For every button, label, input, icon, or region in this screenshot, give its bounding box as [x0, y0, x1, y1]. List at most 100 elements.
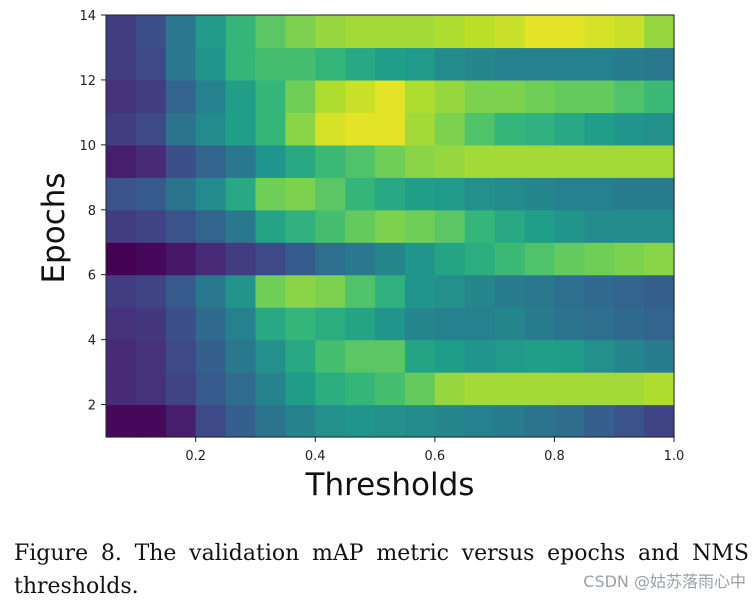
heatmap-cell — [285, 177, 316, 211]
heatmap-cell — [225, 47, 257, 81]
heatmap-cell — [165, 372, 197, 406]
y-tick-label: 12 — [79, 74, 96, 89]
heatmap-cell — [584, 209, 615, 243]
x-tick-label: 0.4 — [305, 449, 326, 464]
heatmap-cell — [106, 112, 137, 146]
heatmap-cell — [135, 144, 167, 178]
heatmap-cell — [404, 339, 436, 373]
heatmap-cell — [375, 177, 406, 211]
heatmap-cell — [285, 372, 316, 406]
heatmap-cell — [255, 177, 286, 211]
heatmap-cell — [255, 79, 286, 113]
heatmap-cell — [315, 79, 346, 113]
heatmap-cell — [644, 177, 675, 211]
heatmap-cell — [554, 209, 585, 243]
heatmap-cell — [464, 15, 496, 49]
heatmap-cell — [404, 177, 436, 211]
heatmap-cell — [345, 307, 376, 341]
heatmap-cell — [464, 242, 496, 276]
heatmap-cell — [255, 15, 286, 49]
heatmap-cell — [225, 242, 257, 276]
heatmap-cell — [644, 15, 675, 49]
heatmap-chart: 0.2 0.4 0.6 0.8 1.0 2 4 6 8 10 12 14 Thresholds Ep… — [36, 9, 685, 503]
heatmap-cell — [135, 112, 167, 146]
heatmap-cell — [584, 15, 615, 49]
heatmap-cell — [285, 79, 316, 113]
heatmap-cell — [524, 404, 556, 438]
heatmap-cell — [345, 47, 376, 81]
heatmap-cell — [375, 274, 406, 308]
heatmap-cell — [195, 47, 227, 81]
heatmap-cell — [614, 242, 645, 276]
heatmap-cell — [195, 339, 227, 373]
heatmap-cell — [404, 242, 436, 276]
heatmap-cell — [494, 47, 526, 81]
heatmap-cell — [554, 242, 585, 276]
heatmap-cell — [106, 242, 137, 276]
heatmap-cell — [195, 112, 227, 146]
heatmap-cell — [315, 339, 346, 373]
heatmap-cell — [494, 112, 526, 146]
heatmap-cell — [434, 404, 466, 438]
heatmap-cell — [165, 112, 197, 146]
heatmap-cell — [225, 177, 257, 211]
x-axis-title: Thresholds — [305, 467, 475, 503]
heatmap-cell — [494, 274, 526, 308]
heatmap-cell — [494, 79, 526, 113]
heatmap-cell — [225, 274, 257, 308]
heatmap-cell — [464, 112, 496, 146]
heatmap-cell — [375, 47, 406, 81]
heatmap-cell — [285, 209, 316, 243]
heatmap-cell — [434, 15, 466, 49]
heatmap-cell — [584, 242, 615, 276]
heatmap-cell — [285, 339, 316, 373]
heatmap-cell — [524, 112, 556, 146]
heatmap-cell — [644, 79, 675, 113]
heatmap-cell — [315, 307, 346, 341]
x-tick-label: 1.0 — [664, 449, 685, 464]
heatmap-cell — [644, 339, 675, 373]
heatmap-cell — [554, 79, 585, 113]
heatmap-cell — [255, 274, 286, 308]
heatmap-cell — [524, 209, 556, 243]
heatmap-cell — [464, 274, 496, 308]
heatmap-cell — [375, 339, 406, 373]
heatmap-cell — [255, 307, 286, 341]
heatmap-cell — [345, 79, 376, 113]
heatmap-cell — [434, 307, 466, 341]
heatmap-cell — [494, 15, 526, 49]
x-tick-label: 0.8 — [544, 449, 565, 464]
heatmap-cell — [375, 144, 406, 178]
heatmap-cell — [165, 242, 197, 276]
heatmap-cell — [225, 339, 257, 373]
heatmap-cell — [255, 144, 286, 178]
heatmap-cell — [584, 307, 615, 341]
heatmap-cell — [404, 15, 436, 49]
heatmap-cell — [464, 372, 496, 406]
heatmap-cell — [165, 47, 197, 81]
heatmap-cell — [584, 144, 615, 178]
heatmap-cell — [464, 177, 496, 211]
heatmap-cell — [584, 47, 615, 81]
heatmap-cell — [106, 404, 137, 438]
heatmap-cell — [434, 177, 466, 211]
heatmap-cell — [375, 242, 406, 276]
heatmap-cell — [614, 144, 645, 178]
heatmap-cell — [614, 209, 645, 243]
heatmap-cell — [554, 404, 585, 438]
heatmap-cell — [614, 339, 645, 373]
heatmap-cell — [404, 209, 436, 243]
heatmap-cell — [255, 47, 286, 81]
heatmap-cell — [255, 339, 286, 373]
heatmap-cell — [524, 339, 556, 373]
heatmap-cell — [165, 307, 197, 341]
heatmap-cell — [285, 15, 316, 49]
heatmap-cell — [554, 112, 585, 146]
heatmap-cell — [135, 339, 167, 373]
heatmap-cell — [554, 47, 585, 81]
heatmap-cell — [644, 307, 675, 341]
heatmap-cell — [584, 112, 615, 146]
heatmap-cell — [135, 15, 167, 49]
heatmap-cell — [375, 79, 406, 113]
heatmap-cell — [285, 274, 316, 308]
